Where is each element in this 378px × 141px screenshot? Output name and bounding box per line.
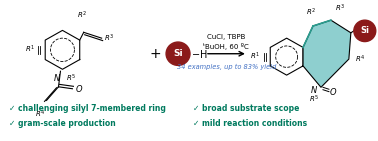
Circle shape — [354, 20, 376, 42]
Text: ✓ gram-scale production: ✓ gram-scale production — [9, 119, 115, 128]
Text: $R^4$: $R^4$ — [36, 108, 46, 120]
Text: $R^5$: $R^5$ — [67, 72, 76, 83]
Text: $O$: $O$ — [76, 83, 84, 94]
Text: ᵗBuOH, 60 ºC: ᵗBuOH, 60 ºC — [203, 43, 249, 50]
Text: $-$H: $-$H — [191, 48, 208, 60]
Text: ✓ mild reaction conditions: ✓ mild reaction conditions — [193, 119, 307, 128]
Text: $R^3$: $R^3$ — [104, 33, 114, 44]
Text: $R^2$: $R^2$ — [77, 9, 87, 21]
Text: $R^4$: $R^4$ — [355, 53, 365, 65]
Text: $R^5$: $R^5$ — [309, 94, 319, 105]
Text: $R^1$: $R^1$ — [25, 44, 34, 56]
Text: Si: Si — [173, 49, 183, 58]
Text: 34 examples, up to 83% yield: 34 examples, up to 83% yield — [177, 63, 276, 70]
Text: CuCl, TBPB: CuCl, TBPB — [207, 34, 246, 40]
Polygon shape — [303, 20, 351, 87]
Text: $O$: $O$ — [329, 86, 337, 97]
Text: $R^2$: $R^2$ — [306, 7, 316, 18]
Text: Si: Si — [360, 26, 369, 35]
Text: $+$: $+$ — [149, 47, 161, 61]
Text: ✓ challenging silyl 7-membered ring: ✓ challenging silyl 7-membered ring — [9, 104, 166, 113]
Text: ✓ broad substrate scope: ✓ broad substrate scope — [193, 104, 299, 113]
Text: $N$: $N$ — [53, 72, 62, 83]
Circle shape — [166, 42, 190, 65]
Text: $R^3$: $R^3$ — [335, 3, 345, 14]
Text: $R^1$: $R^1$ — [250, 51, 260, 62]
Text: $N$: $N$ — [310, 84, 318, 95]
